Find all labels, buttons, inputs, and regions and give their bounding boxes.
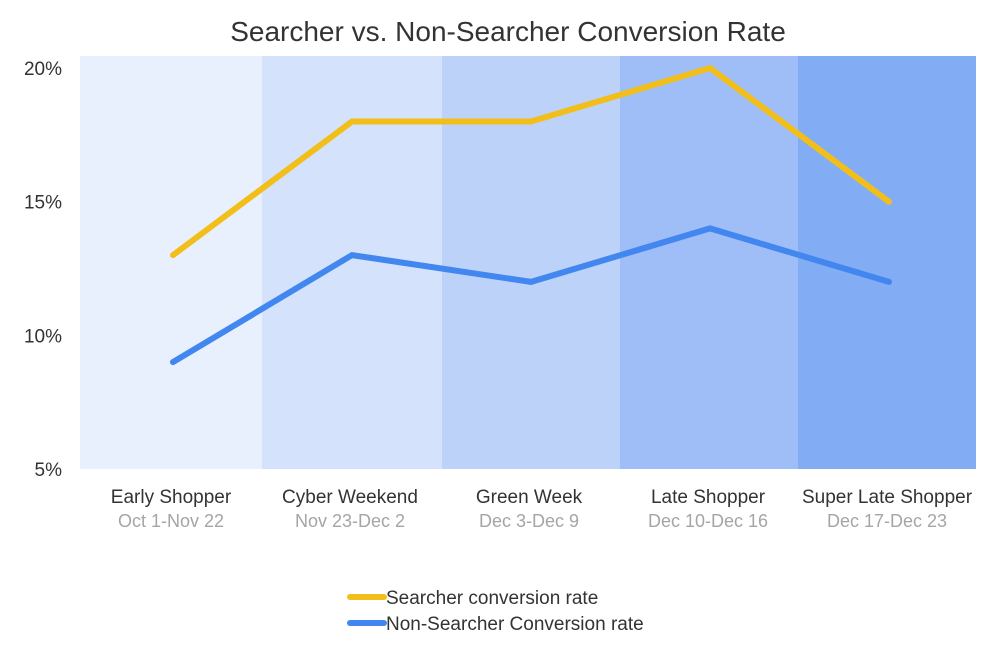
data-point xyxy=(708,66,712,70)
x-tick-label: Green Week xyxy=(476,487,583,508)
data-point xyxy=(171,253,175,257)
legend-label: Searcher conversion rate xyxy=(386,588,598,609)
data-point xyxy=(171,360,175,364)
background-band xyxy=(80,56,262,469)
y-tick-label: 5% xyxy=(35,460,63,481)
y-tick-label: 10% xyxy=(24,326,62,347)
legend: Searcher conversion rate Non-Searcher Con… xyxy=(347,588,644,635)
chart-title: Searcher vs. Non-Searcher Conversion Rat… xyxy=(230,16,786,47)
background-bands xyxy=(80,56,976,469)
data-point xyxy=(529,120,533,123)
y-tick-label: 15% xyxy=(24,193,62,214)
x-tick-date-range: Dec 17-Dec 23 xyxy=(827,511,947,531)
data-point xyxy=(887,280,891,284)
series-lines xyxy=(170,64,892,366)
data-point xyxy=(887,200,891,204)
x-tick-label: Cyber Weekend xyxy=(282,487,418,508)
x-tick-label: Early Shopper xyxy=(111,487,232,508)
x-tick-label: Late Shopper xyxy=(651,487,766,508)
x-tick-date-range: Dec 10-Dec 16 xyxy=(648,511,768,531)
background-band xyxy=(620,56,798,469)
data-point xyxy=(350,253,354,257)
x-tick-date-range: Oct 1-Nov 22 xyxy=(118,511,224,531)
legend-label: Non-Searcher Conversion rate xyxy=(386,614,644,635)
y-tick-label: 20% xyxy=(24,59,62,80)
data-point xyxy=(708,226,712,230)
x-tick-label: Super Late Shopper xyxy=(802,487,973,508)
x-tick-date-range: Nov 23-Dec 2 xyxy=(295,511,405,531)
x-tick-date-range: Dec 3-Dec 9 xyxy=(479,511,579,531)
y-axis-ticks: 5% 10% 15% 20% xyxy=(24,59,62,481)
data-point xyxy=(529,280,533,284)
x-axis-categories: Early Shopper Oct 1-Nov 22 Cyber Weekend No… xyxy=(111,487,973,531)
data-point xyxy=(350,120,354,123)
